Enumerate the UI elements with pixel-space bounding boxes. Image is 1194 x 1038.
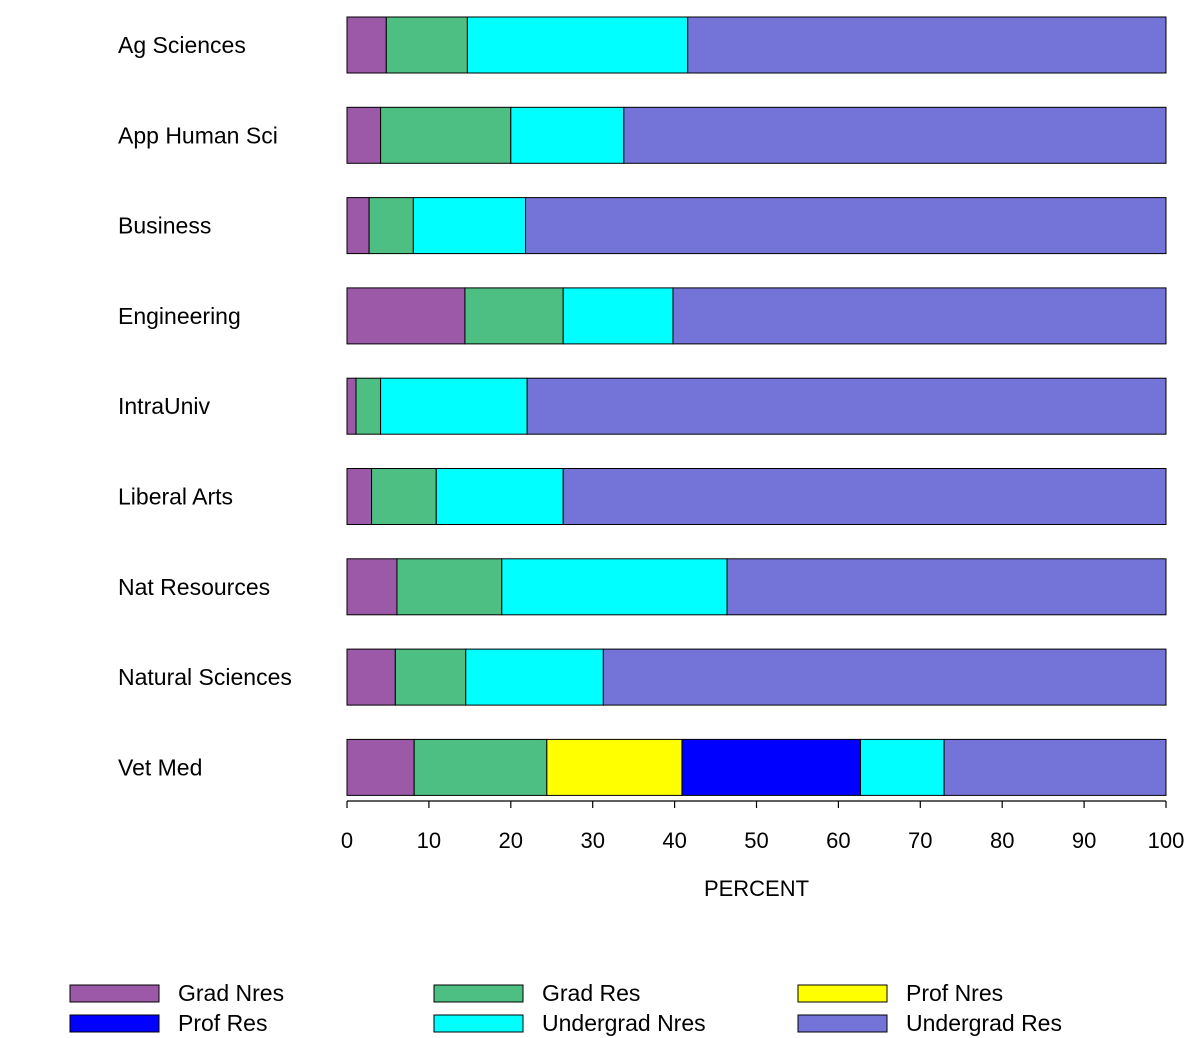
legend: Grad Nres Grad Res Prof Nres Prof Res Underg… [69,980,1062,1036]
bar-nat-resources-grad-res [396,558,503,616]
category-label: Ag Sciences [118,32,246,58]
x-tick-label: 30 [580,828,604,853]
bar-natural-sciences-undergrad-res [602,648,1167,706]
category-label: Natural Sciences [118,664,292,690]
legend-label-grad-res: Grad Res [542,980,640,1006]
bar-nat-resources-undergrad-nres [501,558,728,616]
legend-swatch-undergrad-nres [433,1014,524,1033]
bar-vet-med-undergrad-nres [860,738,945,796]
category-label: IntraUniv [118,393,211,419]
category-label: Engineering [118,303,241,329]
bar-natural-sciences-grad-nres [346,648,396,706]
legend-swatch-prof-res [69,1014,160,1033]
legend-swatch-undergrad-res [797,1014,888,1033]
bar-engineering-grad-nres [346,287,466,345]
bar-ag-sciences-grad-nres [346,16,387,74]
bar-app-human-sci-undergrad-nres [510,106,625,164]
x-tick-label: 100 [1148,828,1185,853]
legend-label-prof-nres: Prof Nres [906,980,1003,1006]
bar-app-human-sci-grad-res [380,106,512,164]
x-axis-ticks: 0 10 20 30 40 50 60 70 80 90 100 [341,801,1184,853]
bar-liberal-arts-undergrad-res [562,468,1167,525]
bar-ag-sciences-undergrad-nres [466,16,689,74]
legend-label-prof-res: Prof Res [178,1010,267,1036]
x-tick-label: 80 [990,828,1014,853]
category-label: Nat Resources [118,574,270,600]
legend-swatch-prof-nres [797,984,888,1003]
x-tick-label: 20 [499,828,523,853]
bar-business-undergrad-nres [412,197,527,255]
x-tick-label: 60 [826,828,850,853]
bar-nat-resources-undergrad-res [726,558,1167,616]
bar-vet-med-grad-res [413,738,548,796]
bar-liberal-arts-grad-nres [346,468,373,525]
bar-ag-sciences-undergrad-res [687,16,1167,74]
category-label: App Human Sci [118,122,278,148]
legend-label-undergrad-res: Undergrad Res [906,1010,1062,1036]
bar-intrauniv-grad-res [355,377,382,435]
bar-intrauniv-undergrad-res [526,377,1167,435]
category-labels: Ag Sciences App Human Sci Business Engineer… [118,32,292,780]
bar-engineering-grad-res [464,287,564,345]
bar-liberal-arts-grad-res [371,468,437,525]
x-tick-label: 0 [341,828,353,853]
category-label: Liberal Arts [118,484,233,510]
legend-label-grad-nres: Grad Nres [178,980,284,1006]
bar-business-grad-nres [346,197,370,255]
bar-business-grad-res [368,197,414,255]
bar-engineering-undergrad-nres [562,287,674,345]
bar-engineering-undergrad-res [672,287,1167,345]
category-label: Business [118,213,211,239]
bars-group [346,16,1167,796]
legend-label-undergrad-nres: Undergrad Nres [542,1010,706,1036]
x-tick-label: 90 [1072,828,1096,853]
legend-swatch-grad-nres [69,984,160,1003]
x-tick-label: 70 [908,828,932,853]
category-label: Vet Med [118,754,202,780]
bar-vet-med-prof-nres [546,738,683,796]
bar-natural-sciences-undergrad-nres [465,648,604,706]
bar-intrauniv-grad-nres [346,377,357,435]
bar-app-human-sci-grad-nres [346,106,382,164]
bar-vet-med-grad-nres [346,738,415,796]
bar-natural-sciences-grad-res [394,648,467,706]
x-axis-title: PERCENT [704,876,809,901]
bar-ag-sciences-grad-res [385,16,468,74]
x-tick-label: 50 [744,828,768,853]
bar-vet-med-prof-res [681,738,862,796]
bar-app-human-sci-undergrad-res [623,106,1167,164]
x-tick-label: 10 [417,828,441,853]
bar-liberal-arts-undergrad-nres [435,468,564,525]
bar-nat-resources-grad-nres [346,558,398,616]
legend-swatch-grad-res [433,984,524,1003]
bar-intrauniv-undergrad-nres [380,377,528,435]
x-tick-label: 40 [662,828,686,853]
bar-business-undergrad-res [525,197,1167,255]
bar-vet-med-undergrad-res [943,738,1167,796]
